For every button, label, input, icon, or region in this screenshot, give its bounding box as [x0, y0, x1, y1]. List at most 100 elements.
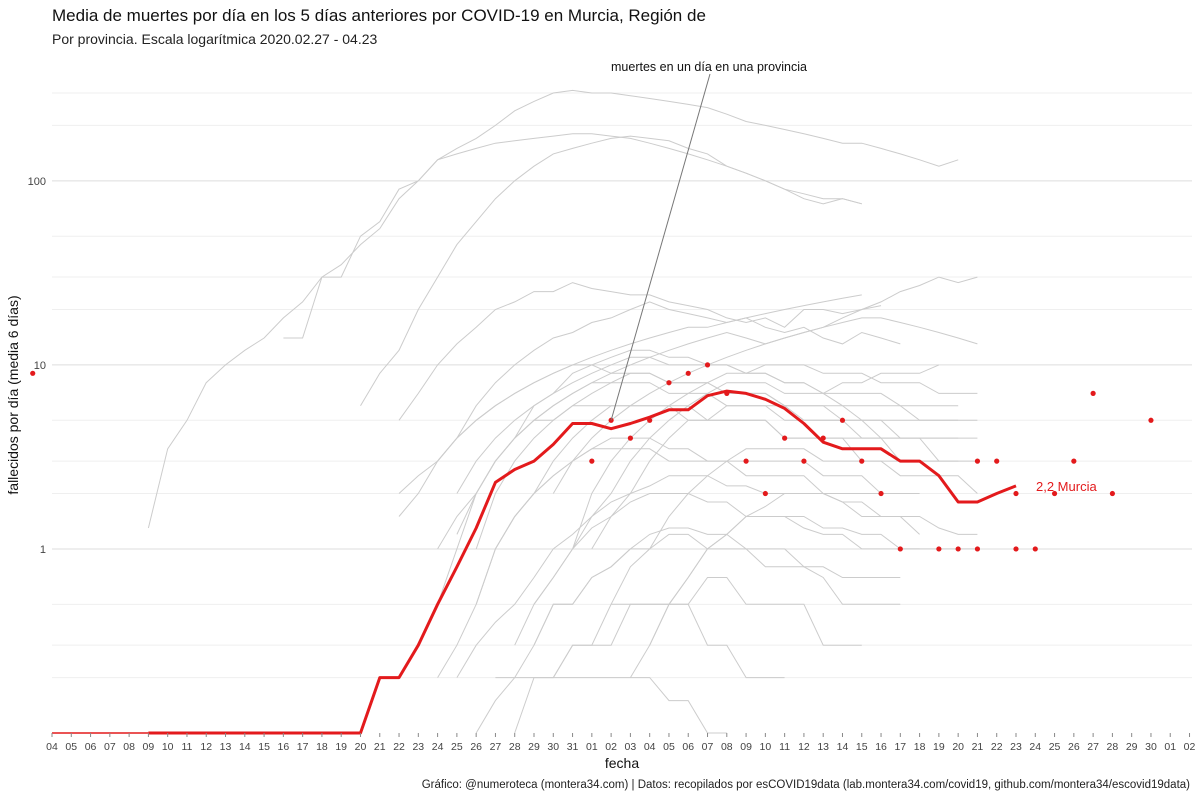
x-tick-label: 20	[952, 741, 964, 753]
chart-title: Media de muertes por día en los 5 días a…	[52, 6, 706, 25]
x-tick-label: 06	[85, 741, 97, 753]
daily-death-point	[1051, 490, 1058, 497]
context-series-line	[552, 577, 862, 678]
context-series-line	[147, 89, 959, 529]
x-tick-label: 26	[470, 741, 482, 753]
context-series-line	[533, 382, 978, 605]
context-series-line	[475, 677, 727, 734]
context-series-line	[514, 493, 920, 646]
grid-lines	[52, 92, 1192, 679]
daily-death-point	[743, 458, 749, 464]
daily-death-point	[685, 370, 691, 376]
annotation-label: muertes en un día en una provincia	[611, 60, 807, 74]
x-tick-label: 29	[528, 741, 540, 753]
context-series-line	[552, 317, 978, 494]
daily-death-point	[1032, 546, 1038, 552]
context-series-line	[572, 364, 978, 550]
x-tick-label: 18	[316, 741, 328, 753]
x-tick-label: 25	[451, 741, 463, 753]
context-series-line	[610, 448, 978, 605]
x-tick-label: 19	[933, 741, 945, 753]
daily-death-point	[762, 490, 768, 497]
x-tick-label: 21	[972, 741, 984, 753]
daily-death-point	[1148, 417, 1154, 423]
x-tick-label: 12	[200, 741, 212, 753]
x-tick-label: 01	[586, 741, 598, 753]
daily-death-point	[955, 546, 961, 552]
x-tick-label: 27	[1087, 741, 1099, 753]
x-tick-label: 31	[567, 741, 579, 753]
x-tick-label: 19	[335, 741, 347, 753]
context-series-line	[629, 516, 978, 678]
daily-death-point	[936, 546, 942, 552]
x-tick-label: 07	[702, 741, 714, 753]
x-tick-label: 04	[46, 741, 58, 753]
daily-death-point	[801, 458, 807, 464]
context-series-line	[475, 448, 920, 605]
daily-death-point	[839, 417, 846, 423]
series-end-label: 2,2 Murcia	[1036, 479, 1097, 494]
daily-death-point	[820, 435, 826, 441]
x-tick-label: 06	[682, 741, 694, 753]
x-tick-label: 24	[432, 741, 444, 753]
daily-death-point	[878, 490, 884, 497]
x-tick-label: 08	[721, 741, 733, 753]
context-series-line	[417, 405, 939, 646]
y-tick-label: 1	[40, 544, 46, 556]
x-tick-label: 26	[1068, 741, 1080, 753]
x-tick-label: 12	[798, 741, 810, 753]
x-tick-label: 11	[779, 741, 790, 753]
daily-death-point	[974, 458, 981, 464]
daily-death-point	[1071, 458, 1077, 464]
context-series-line	[495, 527, 901, 679]
context-series-line	[514, 603, 785, 734]
x-tick-label: 29	[1126, 741, 1138, 753]
x-tick-label: 22	[393, 741, 405, 753]
daily-death-point	[589, 458, 595, 464]
daily-death-point	[647, 417, 653, 423]
x-tick-label: 14	[239, 741, 251, 753]
context-series-group	[147, 89, 978, 734]
x-tick-label: 16	[278, 741, 290, 753]
context-series-line	[360, 135, 862, 406]
x-tick-label: 13	[817, 741, 829, 753]
daily-death-point	[859, 458, 865, 464]
context-series-line	[533, 533, 901, 646]
x-tick-label: 17	[297, 741, 309, 753]
x-tick-label: 17	[894, 741, 906, 753]
x-tick-label: 09	[143, 741, 155, 753]
context-series-line	[649, 493, 978, 646]
x-tick-label: 15	[856, 741, 868, 753]
context-series-line	[475, 382, 959, 550]
context-series-line	[398, 282, 882, 421]
daily-death-point	[974, 546, 981, 552]
murcia-series-line	[148, 389, 1017, 735]
daily-points-group	[30, 362, 1154, 552]
daily-death-point	[30, 370, 36, 376]
y-axis-label: fallecidos por día (media 6 días)	[5, 295, 21, 494]
x-tick-label: 15	[258, 741, 270, 753]
daily-death-point	[1013, 490, 1019, 497]
x-tick-label: 11	[182, 741, 193, 753]
x-tick-label: 05	[663, 741, 675, 753]
chart-caption: Gráfico: @numeroteca (montera34.com) | D…	[421, 779, 1190, 791]
x-tick-label: 18	[914, 741, 926, 753]
x-tick-label: 05	[65, 741, 77, 753]
x-tick-label: 02	[605, 741, 617, 753]
x-tick-label: 23	[412, 741, 424, 753]
x-tick-label: 16	[875, 741, 887, 753]
daily-death-point	[704, 362, 711, 368]
x-tick-label: 30	[1145, 741, 1157, 753]
x-tick-label: 25	[1049, 741, 1061, 753]
x-tick-label: 13	[220, 741, 232, 753]
x-tick-label: 07	[104, 741, 116, 753]
context-series-line	[398, 294, 862, 494]
daily-death-point	[724, 390, 730, 396]
x-tick-label: 23	[1010, 741, 1022, 753]
daily-death-point	[897, 546, 903, 552]
x-tick-label: 01	[1164, 741, 1176, 753]
context-series-line	[591, 405, 978, 550]
x-tick-label: 14	[837, 741, 849, 753]
axes-group: 04 05 06 07 08 09 10 11 12 13 14 15 16 17 18 19 20 21 22 23…	[5, 176, 1196, 771]
x-tick-label: 28	[1107, 741, 1119, 753]
